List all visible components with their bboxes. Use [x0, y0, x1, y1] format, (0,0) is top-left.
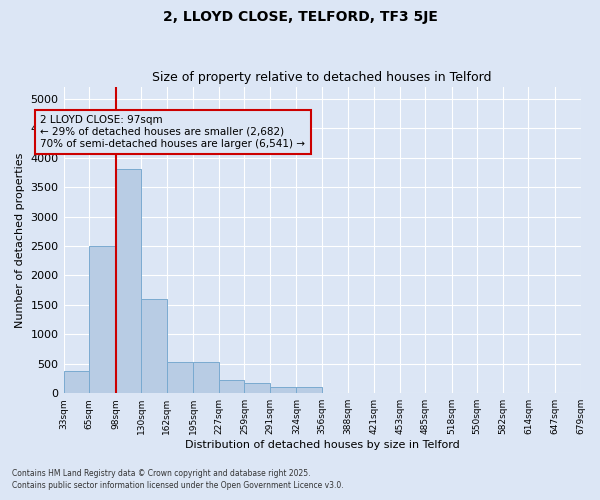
Bar: [64, 372, 89, 393]
Bar: [193, 362, 219, 393]
Text: 2, LLOYD CLOSE, TELFORD, TF3 5JE: 2, LLOYD CLOSE, TELFORD, TF3 5JE: [163, 10, 437, 24]
Bar: [116, 170, 141, 393]
Title: Size of property relative to detached houses in Telford: Size of property relative to detached ho…: [152, 72, 492, 85]
Bar: [141, 299, 167, 393]
Bar: [219, 380, 244, 393]
Text: 2 LLOYD CLOSE: 97sqm
← 29% of detached houses are smaller (2,682)
70% of semi-de: 2 LLOYD CLOSE: 97sqm ← 29% of detached h…: [40, 116, 305, 148]
Bar: [296, 388, 322, 393]
Y-axis label: Number of detached properties: Number of detached properties: [15, 152, 25, 328]
Text: Contains HM Land Registry data © Crown copyright and database right 2025.
Contai: Contains HM Land Registry data © Crown c…: [12, 468, 344, 490]
Bar: [244, 383, 270, 393]
Bar: [89, 246, 116, 393]
Bar: [270, 388, 296, 393]
X-axis label: Distribution of detached houses by size in Telford: Distribution of detached houses by size …: [185, 440, 460, 450]
Bar: [167, 362, 193, 393]
